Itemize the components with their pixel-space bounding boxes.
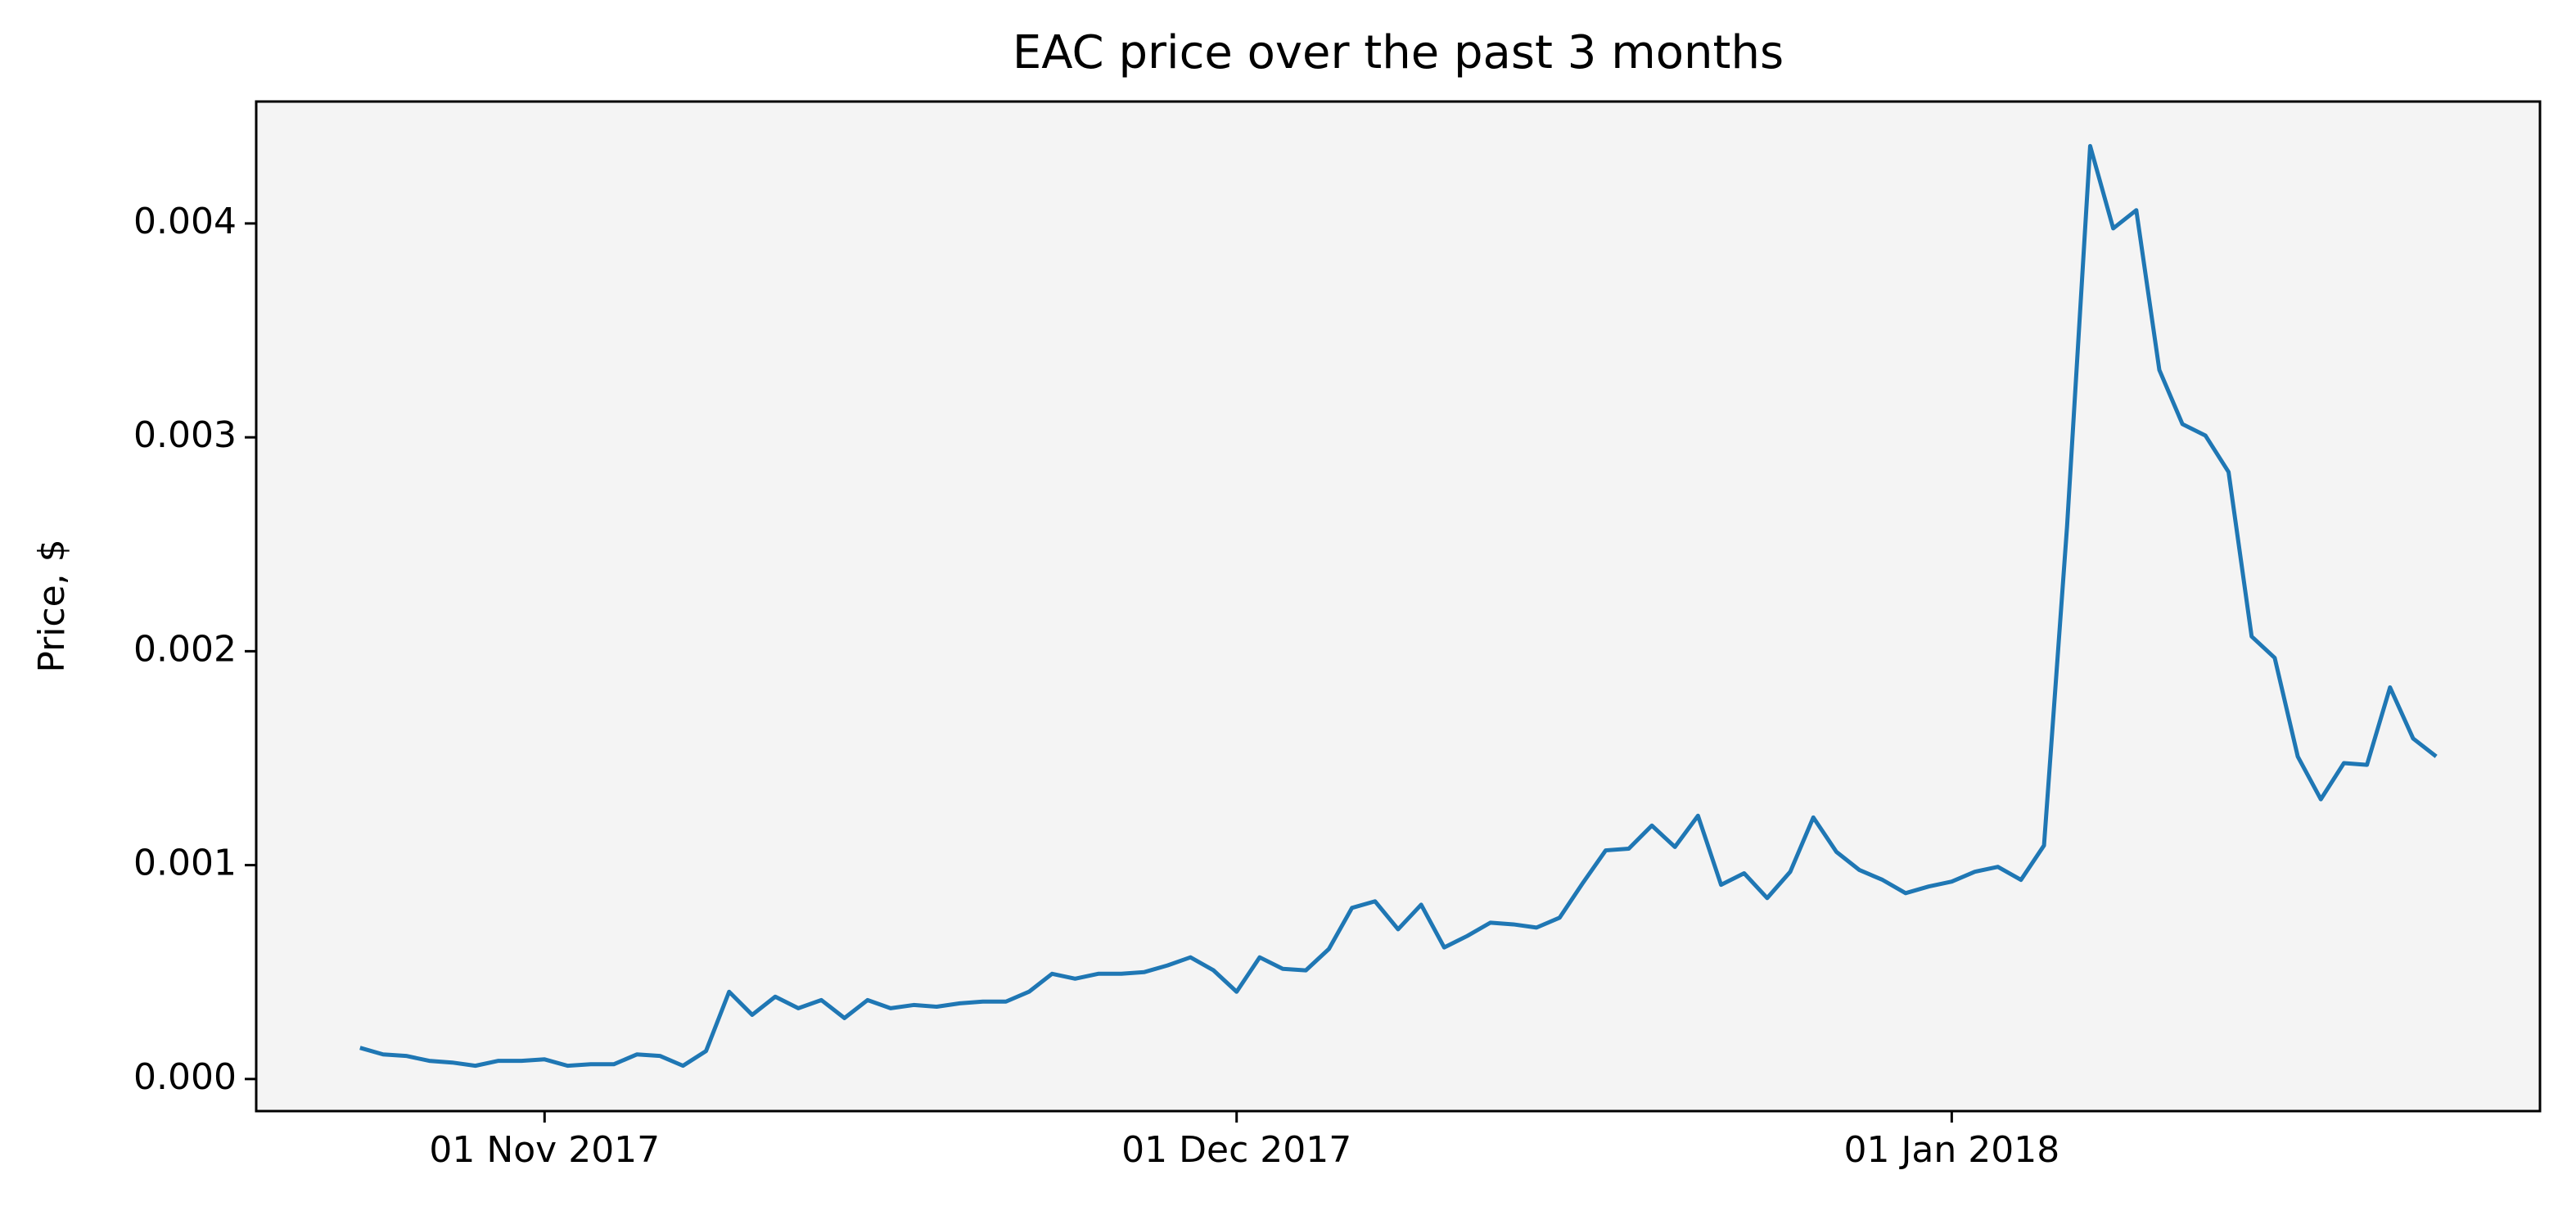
y-tick-label: 0.004 (133, 201, 237, 242)
x-tick-label: 01 Nov 2017 (429, 1129, 660, 1171)
chart-title: EAC price over the past 3 months (1013, 26, 1784, 79)
price-line (359, 143, 2438, 1069)
y-tick-label: 0.000 (133, 1056, 237, 1098)
plot-background (256, 102, 2540, 1111)
y-tick-label: 0.001 (133, 843, 237, 884)
plot-frame (255, 100, 2542, 1113)
y-axis-label: Price, $ (31, 539, 73, 672)
x-tick-label: 01 Jan 2018 (1843, 1129, 2059, 1171)
y-tick-label: 0.002 (133, 628, 237, 670)
x-tick-label: 01 Dec 2017 (1121, 1129, 1351, 1171)
y-tick-label: 0.003 (133, 414, 237, 456)
